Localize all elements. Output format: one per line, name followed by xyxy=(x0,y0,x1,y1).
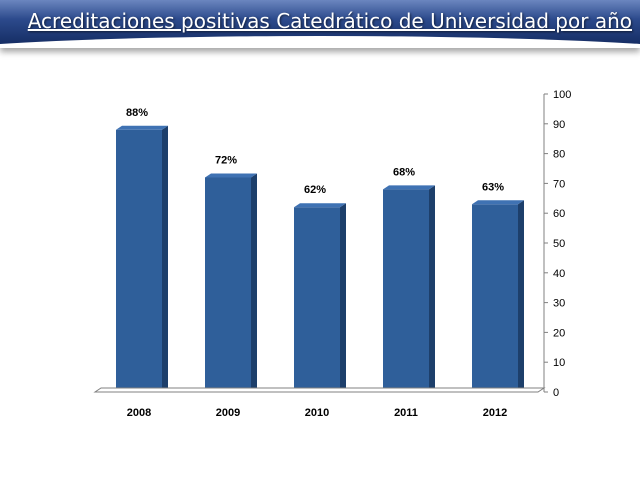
bar-side xyxy=(518,200,524,392)
x-tick-label: 2011 xyxy=(394,407,418,419)
y-tick-label: 20 xyxy=(553,327,565,339)
bar xyxy=(383,189,429,392)
x-tick-label: 2012 xyxy=(483,407,507,419)
bar-side xyxy=(162,125,168,392)
bar-side xyxy=(251,173,257,392)
bars-group xyxy=(116,125,524,392)
bar xyxy=(116,129,162,392)
y-tick-label: 80 xyxy=(553,149,565,161)
bar-top xyxy=(383,185,435,190)
x-tick-label: 2010 xyxy=(305,407,329,419)
x-tick-label: 2009 xyxy=(216,407,240,419)
chart-floor xyxy=(93,387,546,393)
y-tick-label: 30 xyxy=(553,298,565,310)
bar-top xyxy=(116,125,168,130)
bar-top xyxy=(472,200,524,205)
y-tick-label: 60 xyxy=(553,208,565,220)
data-label: 62% xyxy=(304,184,326,196)
bar-side xyxy=(340,203,346,392)
bar xyxy=(205,177,251,392)
y-tick-label: 10 xyxy=(553,357,565,369)
title-bar: Acreditaciones positivas Catedrático de … xyxy=(0,0,640,48)
y-axis: 0 10 20 30 40 50 60 70 80 90 100 xyxy=(93,89,571,399)
bar-top xyxy=(205,173,257,178)
y-tick-label: 50 xyxy=(553,238,565,250)
data-label: 63% xyxy=(482,181,504,193)
x-tick-label: 2008 xyxy=(127,407,151,419)
bar xyxy=(294,207,340,392)
bar-top xyxy=(294,203,346,208)
bar xyxy=(472,204,518,392)
y-tick-label: 70 xyxy=(553,178,565,190)
y-tick-label: 0 xyxy=(553,387,559,399)
labels-group: 88% 2008 72% 2009 62% 2010 68% 2011 63% 2012 xyxy=(126,107,507,419)
data-label: 68% xyxy=(393,166,415,178)
y-tick-label: 100 xyxy=(553,89,571,101)
y-tick-label: 90 xyxy=(553,119,565,131)
page-title: Acreditaciones positivas Catedrático de … xyxy=(27,9,632,33)
data-label: 72% xyxy=(215,154,237,166)
y-tick-label: 40 xyxy=(553,268,565,280)
data-label: 88% xyxy=(126,107,148,119)
bar-side xyxy=(429,185,435,392)
